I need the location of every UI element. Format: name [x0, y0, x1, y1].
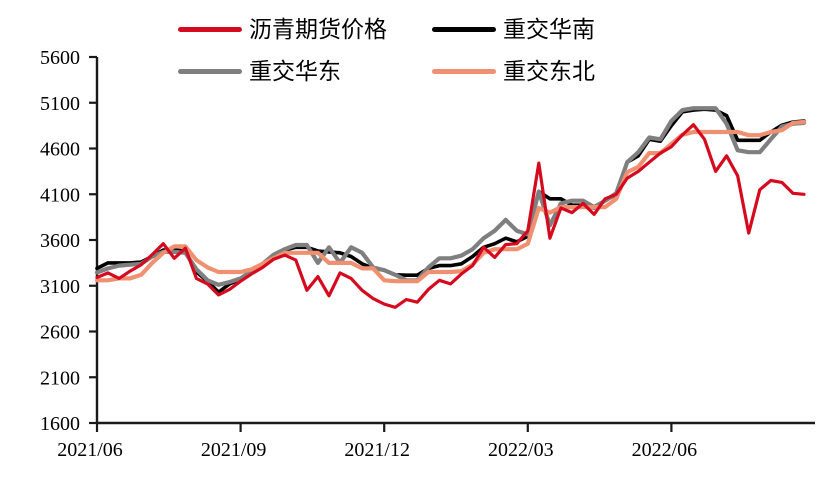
y-axis-tick-label: 1600: [40, 413, 80, 435]
y-axis-tick-label: 5600: [40, 47, 80, 69]
y-axis-tick-label: 4100: [40, 184, 80, 206]
y-axis-tick-label: 2600: [40, 322, 80, 344]
legend-label: 重交华南: [503, 15, 595, 42]
y-axis-tick-label: 3100: [40, 276, 80, 298]
legend-line-swatch: [178, 68, 242, 74]
chart-legend: 沥青期货价格 重交华南重交华东 重交东北: [178, 14, 595, 86]
legend-item-2: 重交华东: [178, 56, 432, 86]
legend-item-0: 沥青期货价格: [178, 14, 432, 44]
x-axis-tick-label: 2022/06: [632, 439, 698, 461]
y-axis-tick-label: 5100: [40, 93, 80, 115]
series-line-2: [94, 106, 807, 287]
legend-line-swatch: [432, 68, 496, 74]
x-axis-tick-label: 2022/03: [488, 439, 554, 461]
x-axis-tick-label: 2021/09: [201, 439, 267, 461]
y-axis-tick-label: 4600: [40, 139, 80, 161]
x-axis-tick-label: 2021/12: [344, 439, 410, 461]
series-line-3: [94, 119, 807, 284]
legend-label: 沥青期货价格: [249, 15, 387, 42]
series-line-0: [95, 123, 806, 309]
legend-item-1: 重交华南: [432, 14, 595, 44]
legend-label: 重交东北: [503, 57, 595, 84]
legend-line-swatch: [178, 26, 242, 32]
y-axis-tick-label: 2100: [40, 367, 80, 389]
legend-label: 重交华东: [249, 57, 341, 84]
x-axis-tick-label: 2021/06: [57, 439, 123, 461]
legend-line-swatch: [432, 26, 496, 32]
y-axis-tick-label: 3600: [40, 230, 80, 252]
legend-item-3: 重交东北: [432, 56, 595, 86]
